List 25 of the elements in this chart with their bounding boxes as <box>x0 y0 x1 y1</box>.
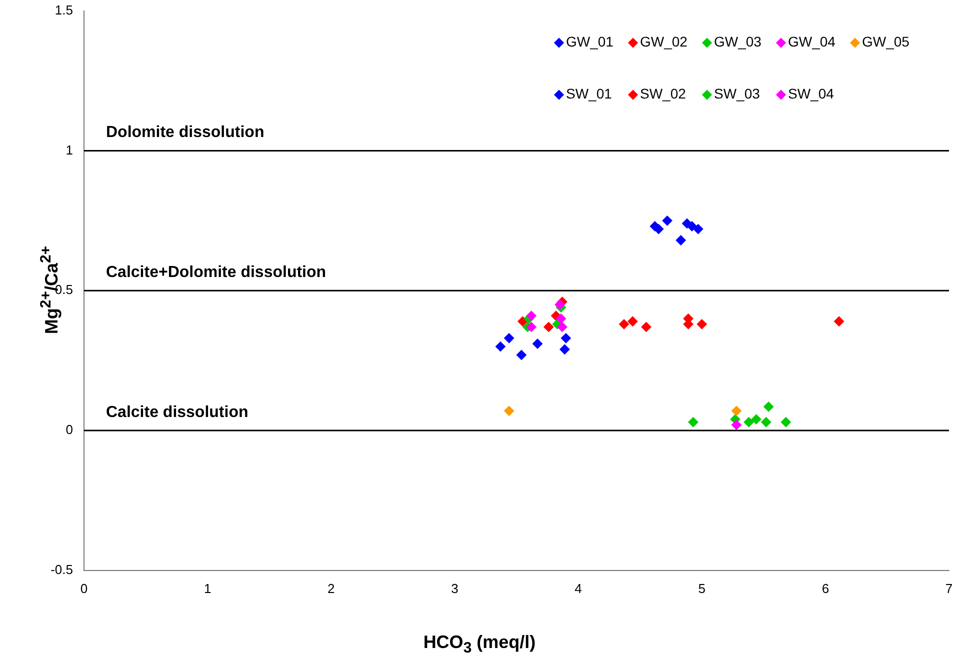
x-tick-label: 6 <box>822 580 830 596</box>
ref-line-label: Dolomite dissolution <box>106 124 264 142</box>
x-tick-label: 5 <box>698 580 706 596</box>
x-tick-label: 3 <box>451 580 458 596</box>
x-tick-label: 7 <box>945 580 953 596</box>
ref-line-label: Calcite+Dolomite dissolution <box>106 264 326 282</box>
y-tick-label: 0 <box>66 422 73 438</box>
legend-label: GW_01 <box>566 34 614 50</box>
x-tick-label: 4 <box>574 580 582 596</box>
legend-label: SW_01 <box>566 86 612 102</box>
legend-label: GW_02 <box>640 34 688 50</box>
y-tick-label: 1.5 <box>54 2 73 18</box>
x-tick-label: 1 <box>204 580 212 596</box>
legend-label: GW_05 <box>862 34 910 50</box>
x-tick-label: 0 <box>80 580 88 596</box>
legend-label: SW_04 <box>788 86 834 102</box>
ref-line-label: Calcite dissolution <box>106 404 248 421</box>
legend-label: SW_02 <box>640 86 686 102</box>
legend-label: SW_03 <box>714 86 760 102</box>
y-tick-label: 1 <box>66 142 73 158</box>
x-axis-title: HCO$_{3}$ (meq/l) <box>422 632 537 657</box>
y-tick-label: -0.5 <box>50 562 73 577</box>
legend-label: GW_04 <box>788 34 836 50</box>
x-tick-label: 2 <box>328 580 335 596</box>
legend-label: GW_03 <box>714 34 762 50</box>
